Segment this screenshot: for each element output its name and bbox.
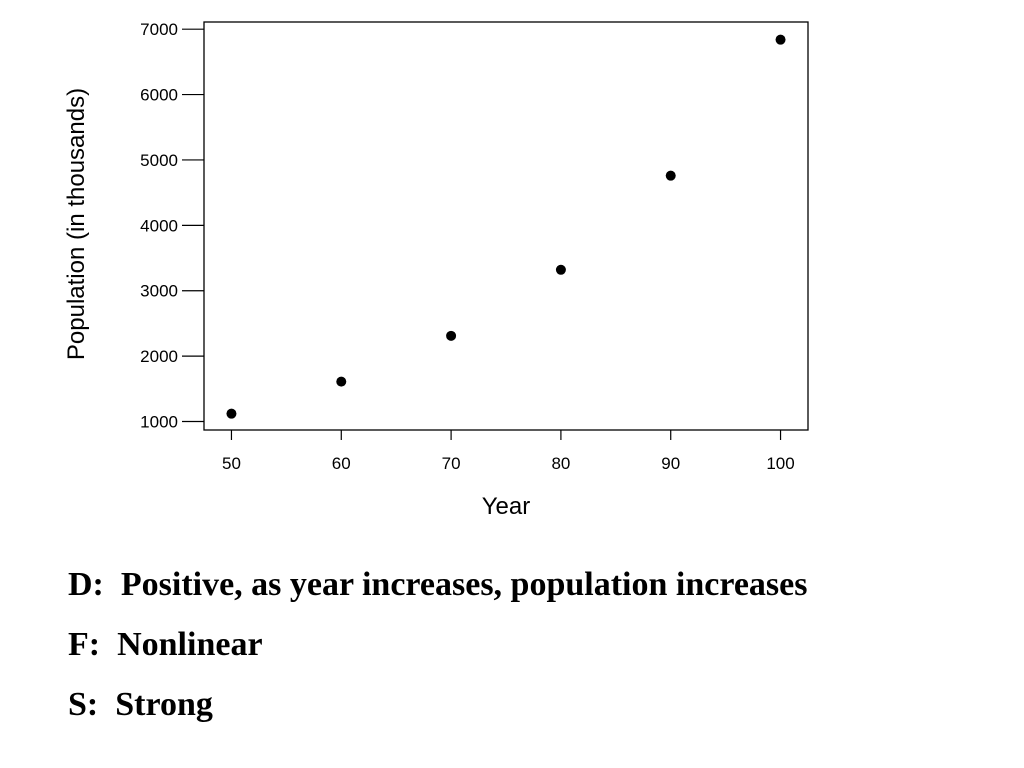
y-tick-label: 5000 [140,151,178,170]
y-axis: 1000 2000 3000 4000 5000 6000 7000 [140,20,204,432]
x-tick-label: 80 [551,454,570,473]
x-tick-label: 50 [222,454,241,473]
y-tick-label: 7000 [140,20,178,39]
data-point [665,170,676,181]
data-point [446,330,457,341]
x-tick-label: 70 [442,454,461,473]
direction-note: D: Positive, as year increases, populati… [68,566,808,603]
y-tick-label: 3000 [140,282,178,301]
plot-frame [203,21,809,431]
y-tick-label: 1000 [140,413,178,432]
strength-note: S: Strong [68,686,213,723]
data-point [336,376,347,387]
data-point [226,408,237,419]
data-points [226,34,786,419]
x-tick-label: 60 [332,454,351,473]
x-tick-label: 100 [766,454,794,473]
data-point [555,264,566,275]
x-axis-title: Year [482,493,531,520]
y-tick-label: 6000 [140,86,178,105]
x-axis: 50 60 70 80 90 100 [222,430,795,473]
y-tick-label: 4000 [140,216,178,235]
data-point [775,34,786,45]
y-axis-title: Population (in thousands) [63,88,90,360]
scatterplot-description: D: Positive, as year increases, populati… [68,562,807,742]
scatter-plot: 1000 2000 3000 4000 5000 6000 7000 50 60 70 80 90 1… [63,20,809,520]
x-tick-label: 90 [661,454,680,473]
y-tick-label: 2000 [140,347,178,366]
form-note: F: Nonlinear [68,626,263,663]
